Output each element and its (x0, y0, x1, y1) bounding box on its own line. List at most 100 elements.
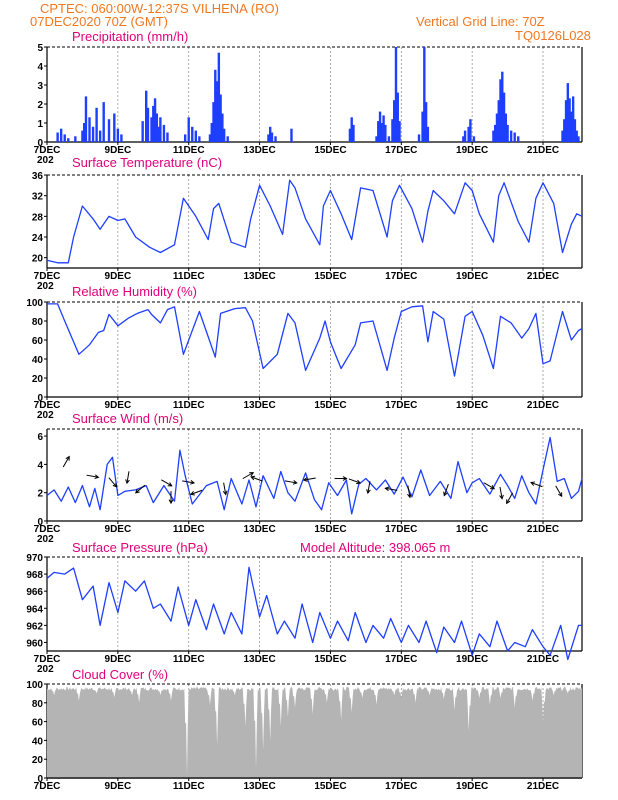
precip-bar (74, 136, 77, 142)
humidity-title: Relative Humidity (%) (72, 284, 197, 299)
x-year-stub: 202 (37, 534, 54, 545)
wind-arrow-head (94, 474, 100, 480)
header-grid-note: Vertical Grid Line: 70Z (416, 14, 545, 29)
wind-arrow-head (499, 494, 504, 500)
y-tick-label: 28 (32, 212, 44, 223)
precip-bar (120, 134, 123, 142)
precip-bar (506, 124, 509, 142)
y-tick-label: 966 (26, 587, 43, 598)
wind-arrow-head (250, 475, 256, 481)
wind-arrow (284, 480, 297, 484)
y-tick-label: 36 (32, 171, 44, 182)
x-tick-label: 11DEC (173, 781, 205, 792)
x-tick-label: 11DEC (173, 654, 205, 665)
x-tick-label: 17DEC (385, 524, 417, 535)
wind-arrow-head (190, 480, 196, 485)
precip-bar (577, 136, 580, 142)
precip-bar (157, 126, 160, 142)
wind-arrow-head (134, 488, 140, 494)
x-tick-label: 15DEC (314, 400, 346, 411)
precip-bar (469, 119, 472, 142)
precip-bar (380, 123, 384, 142)
y-tick-label: 80 (32, 317, 44, 328)
x-tick-label: 19DEC (456, 400, 488, 411)
x-tick-label: 19DEC (456, 524, 488, 535)
y-tick-label: 100 (26, 680, 43, 691)
temperature-series-line (46, 179, 583, 264)
y-tick-label: 20 (32, 755, 44, 766)
precip-bar (191, 126, 194, 142)
precip-bar (424, 102, 428, 142)
precip-bar (155, 113, 159, 142)
precip-bar (215, 81, 219, 142)
precip-bar (391, 119, 394, 142)
precip-bar (162, 124, 166, 142)
y-tick-label: 4 (37, 460, 43, 471)
y-tick-label: 962 (26, 621, 43, 632)
y-tick-label: 20 (32, 254, 44, 265)
precip-bar (81, 130, 84, 142)
precip-bar (222, 128, 226, 142)
x-tick-label: 13DEC (243, 654, 275, 665)
wind-arrow-head (125, 479, 130, 485)
y-tick-label: 2 (37, 489, 43, 500)
precip-bar (563, 119, 566, 142)
y-tick-label: 964 (26, 604, 43, 615)
precip-bar (67, 138, 70, 142)
y-tick-label: 4 (37, 62, 43, 73)
x-tick-label: 21DEC (527, 145, 559, 156)
precip-bar (375, 136, 378, 142)
x-tick-label: 17DEC (385, 781, 417, 792)
wind-arrow-head (249, 472, 255, 477)
precip-bar (153, 98, 157, 142)
y-tick-label: 0 (37, 393, 43, 404)
altitude-label: Model Altitude: 398.065 m (300, 540, 450, 555)
wind-arrow-head (558, 492, 563, 498)
precip-bar (194, 130, 198, 142)
precip-bar (219, 94, 222, 142)
wind-arrow-head (384, 486, 390, 492)
precip-bar (210, 123, 213, 142)
wind-series-line (46, 436, 583, 515)
x-year-stub: 202 (37, 410, 54, 421)
wind-arrow (348, 478, 361, 484)
wind-arrow (86, 474, 99, 478)
precip-bar (221, 113, 224, 142)
precip-bar (426, 126, 430, 142)
precip-bar (398, 121, 401, 142)
precip-title: Precipitation (mm/h) (72, 29, 188, 44)
precip-bar (83, 123, 86, 142)
wind-arrow (499, 486, 503, 499)
precip-bar (145, 90, 148, 142)
precip-bar (208, 134, 212, 142)
y-tick-label: 60 (32, 718, 44, 729)
precip-bar (102, 102, 105, 142)
wind-arrow-head (443, 491, 448, 497)
precip-bar (387, 136, 391, 142)
x-tick-label: 9DEC (105, 781, 132, 792)
wind-panel: 0 2 4 6 7DEC 9DEC 11DEC 13DEC 15DEC 17DEC 19DEC 21D… (34, 428, 583, 545)
x-tick-label: 15DEC (314, 524, 346, 535)
precip-bar (269, 126, 272, 142)
wind-arrow (190, 489, 203, 495)
precip-bar (141, 121, 144, 142)
wind-arrow-head (342, 476, 348, 481)
precip-bar (95, 107, 98, 142)
precip-bar (217, 52, 221, 143)
x-tick-label: 15DEC (314, 145, 346, 156)
wind-arrow-head (189, 491, 195, 496)
wind-arrow (385, 487, 398, 491)
x-tick-label: 9DEC (105, 524, 132, 535)
wind-arrow-head (407, 493, 412, 499)
y-tick-label: 2 (37, 100, 43, 111)
precip-bar (183, 134, 187, 142)
precip-bar (493, 124, 497, 142)
wind-arrow-head (366, 489, 371, 495)
pressure-series-line (46, 566, 582, 661)
wind-arrow-head (530, 481, 536, 486)
cloud-title: Cloud Cover (%) (72, 667, 168, 682)
precip-bar (566, 83, 570, 142)
precip-bar (504, 113, 508, 142)
precip-bar (517, 136, 520, 142)
